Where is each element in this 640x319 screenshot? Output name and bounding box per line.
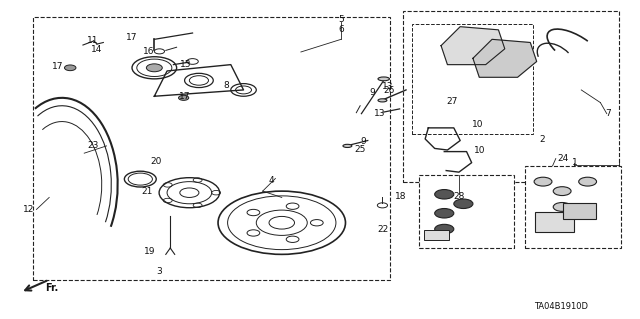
Text: 11: 11 xyxy=(87,36,99,45)
FancyBboxPatch shape xyxy=(525,166,621,248)
Circle shape xyxy=(454,199,473,209)
FancyBboxPatch shape xyxy=(424,230,449,240)
Ellipse shape xyxy=(147,64,163,72)
Text: 13: 13 xyxy=(374,108,385,117)
Polygon shape xyxy=(473,39,537,77)
Circle shape xyxy=(179,95,189,100)
Text: 9: 9 xyxy=(369,88,375,97)
Text: 9: 9 xyxy=(360,137,366,146)
Text: 7: 7 xyxy=(605,109,611,118)
Text: 17: 17 xyxy=(126,33,138,42)
FancyBboxPatch shape xyxy=(563,203,596,219)
Text: 26: 26 xyxy=(383,86,394,95)
Text: 22: 22 xyxy=(378,225,389,234)
Text: 10: 10 xyxy=(472,120,483,129)
Text: 13: 13 xyxy=(382,82,394,91)
Text: 4: 4 xyxy=(269,176,274,185)
Ellipse shape xyxy=(378,77,390,81)
Text: 27: 27 xyxy=(446,97,458,106)
Text: 5: 5 xyxy=(338,15,344,24)
Text: 19: 19 xyxy=(143,247,155,256)
Text: 17: 17 xyxy=(179,93,190,101)
Text: 17: 17 xyxy=(52,62,64,71)
Text: 1: 1 xyxy=(572,158,578,167)
Circle shape xyxy=(553,187,571,196)
FancyBboxPatch shape xyxy=(419,175,515,248)
Text: 18: 18 xyxy=(394,192,406,201)
Text: Fr.: Fr. xyxy=(45,283,58,293)
Text: 6: 6 xyxy=(338,25,344,34)
Text: 20: 20 xyxy=(150,157,162,166)
Ellipse shape xyxy=(343,144,352,147)
Text: 12: 12 xyxy=(22,205,34,214)
Polygon shape xyxy=(441,27,505,65)
Circle shape xyxy=(534,177,552,186)
Text: 23: 23 xyxy=(88,141,99,150)
Text: 25: 25 xyxy=(355,145,366,153)
FancyBboxPatch shape xyxy=(403,11,620,182)
Circle shape xyxy=(579,177,596,186)
FancyBboxPatch shape xyxy=(33,17,390,280)
Text: 14: 14 xyxy=(92,45,102,54)
Text: TA04B1910D: TA04B1910D xyxy=(534,302,588,311)
FancyBboxPatch shape xyxy=(535,212,573,232)
Text: 24: 24 xyxy=(557,154,569,163)
Circle shape xyxy=(553,203,571,211)
Text: 10: 10 xyxy=(474,146,486,155)
Text: 21: 21 xyxy=(141,187,153,196)
Text: 3: 3 xyxy=(157,267,163,276)
Text: 15: 15 xyxy=(180,60,191,69)
Text: 28: 28 xyxy=(453,192,465,201)
Ellipse shape xyxy=(378,99,387,102)
Text: 16: 16 xyxy=(143,47,154,56)
Circle shape xyxy=(65,65,76,70)
FancyBboxPatch shape xyxy=(412,24,534,134)
Text: 8: 8 xyxy=(224,81,230,90)
Circle shape xyxy=(435,209,454,218)
Circle shape xyxy=(435,189,454,199)
Circle shape xyxy=(435,224,454,234)
Text: 2: 2 xyxy=(540,135,545,145)
